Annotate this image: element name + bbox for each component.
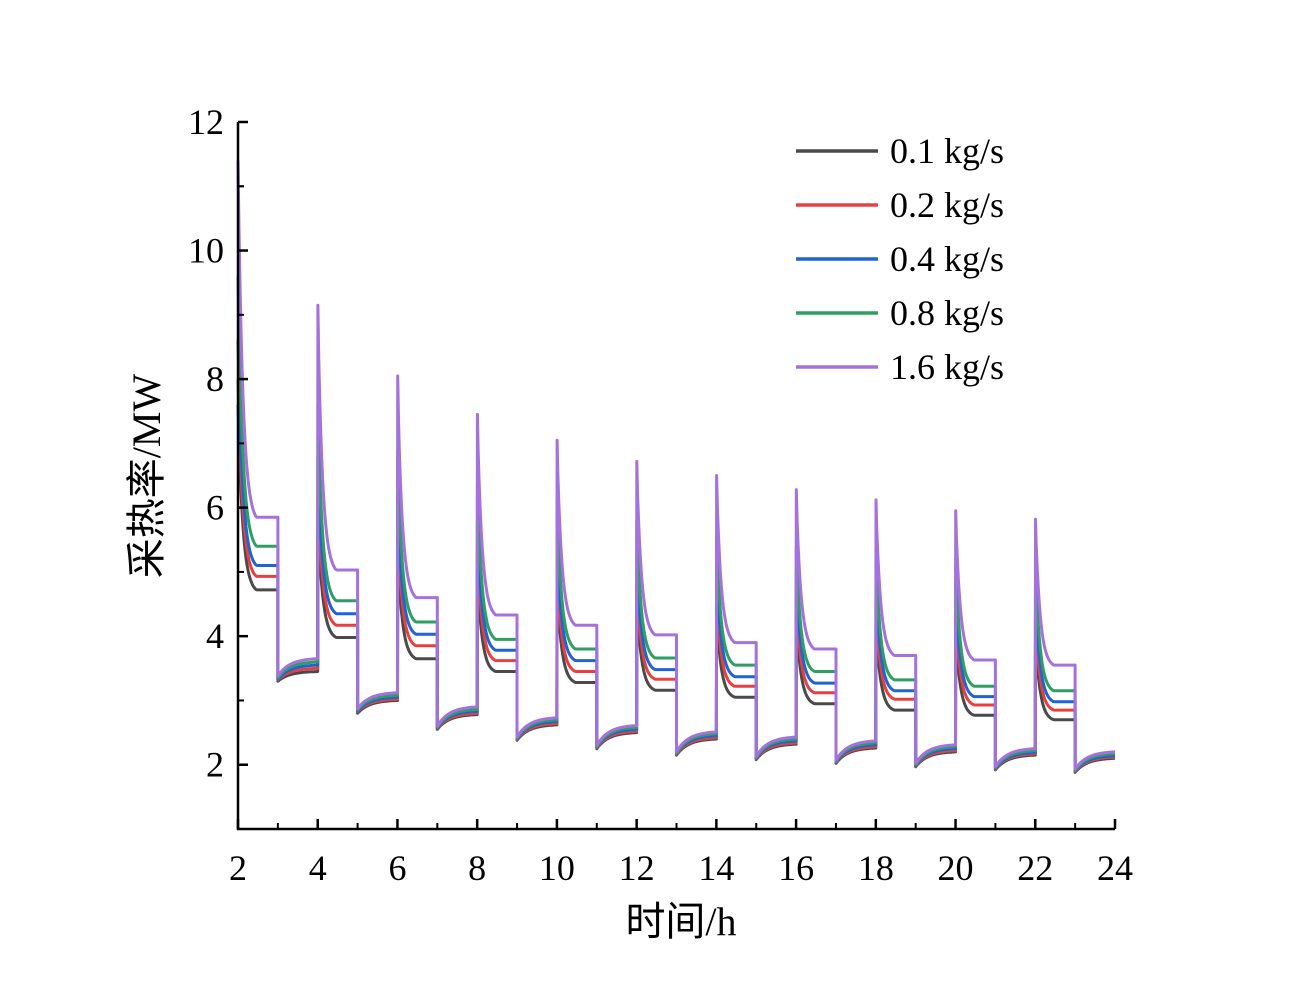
y-tick-label: 12 <box>188 102 224 142</box>
x-tick-label: 24 <box>1097 848 1133 888</box>
y-tick-label: 2 <box>206 745 224 785</box>
y-tick-label: 10 <box>188 231 224 271</box>
legend-label: 0.2 kg/s <box>890 185 1004 225</box>
x-tick-label: 2 <box>229 848 247 888</box>
legend-label: 0.4 kg/s <box>890 239 1004 279</box>
x-tick-label: 20 <box>938 848 974 888</box>
x-tick-label: 4 <box>309 848 327 888</box>
x-ticks: 2 4 6 8 10 12 14 16 18 20 22 24 <box>229 819 1133 888</box>
x-tick-label: 14 <box>698 848 734 888</box>
y-ticks: 2 4 6 8 10 12 <box>188 102 248 830</box>
x-tick-label: 6 <box>388 848 406 888</box>
legend-label: 0.1 kg/s <box>890 131 1004 171</box>
x-tick-label: 18 <box>858 848 894 888</box>
x-tick-label: 12 <box>619 848 655 888</box>
legend-label: 1.6 kg/s <box>890 347 1004 387</box>
y-tick-label: 4 <box>206 616 224 656</box>
legend-label: 0.8 kg/s <box>890 293 1004 333</box>
legend: 0.1 kg/s 0.2 kg/s 0.4 kg/s 0.8 kg/s 1.6 kg/s <box>796 131 1004 387</box>
y-tick-label: 6 <box>206 488 224 528</box>
y-tick-label: 8 <box>206 359 224 399</box>
plot-lines <box>236 160 1116 774</box>
y-axis-title: 采热率/MW <box>124 374 169 579</box>
x-tick-label: 16 <box>778 848 814 888</box>
x-axis-title: 时间/h <box>625 899 736 944</box>
x-tick-label: 8 <box>468 848 486 888</box>
x-tick-label: 22 <box>1017 848 1053 888</box>
series-line <box>236 160 1116 771</box>
x-tick-label: 10 <box>539 848 575 888</box>
